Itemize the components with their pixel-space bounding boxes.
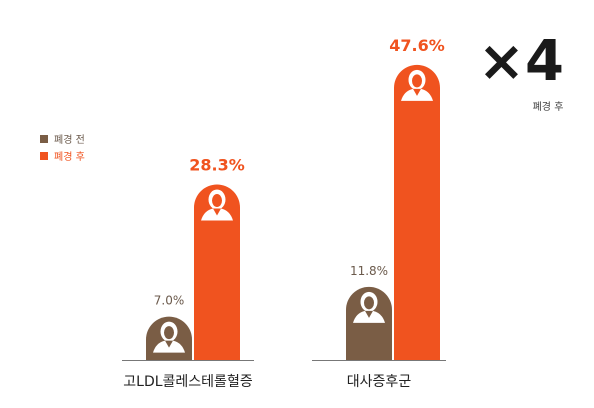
bar-post-0: 28.3%	[189, 156, 245, 360]
legend-label: 폐경 전	[54, 133, 85, 146]
data-label: 47.6%	[389, 36, 445, 55]
legend-item-post: 폐경 후	[40, 150, 85, 163]
bar-pre-1: 11.8%	[346, 264, 392, 360]
multiplier-subtext: 폐경 후	[533, 100, 564, 113]
bar-post-1: 47.6%	[389, 36, 445, 360]
legend: 폐경 전폐경 후	[40, 133, 85, 163]
bar-body	[194, 184, 241, 360]
legend-swatch	[40, 135, 48, 143]
legend-item-pre: 폐경 전	[40, 133, 85, 146]
legend-swatch	[40, 152, 48, 160]
x-labels-group: 고LDL콜레스테롤혈증 대사증후군	[123, 374, 411, 390]
bars-group: 7.0% 28.3% 11.8% 47.6%	[146, 36, 445, 360]
x-tick-label: 고LDL콜레스테롤혈증	[123, 374, 253, 390]
woman-figure-icon	[401, 69, 433, 101]
bar-pre-0: 7.0%	[146, 294, 192, 360]
data-label: 28.3%	[189, 156, 245, 175]
woman-figure-icon	[201, 189, 233, 221]
data-label: 11.8%	[350, 264, 388, 278]
annotation-group: ×4 폐경 후	[478, 29, 564, 113]
woman-figure-icon	[153, 321, 185, 353]
woman-figure-icon	[353, 291, 385, 323]
data-label: 7.0%	[154, 294, 185, 308]
bar-body	[346, 286, 392, 360]
x-tick-label: 대사증후군	[347, 374, 412, 390]
multiplier-annotation: ×4	[478, 29, 564, 94]
bar-body	[394, 64, 440, 360]
legend-label: 폐경 후	[54, 150, 85, 163]
